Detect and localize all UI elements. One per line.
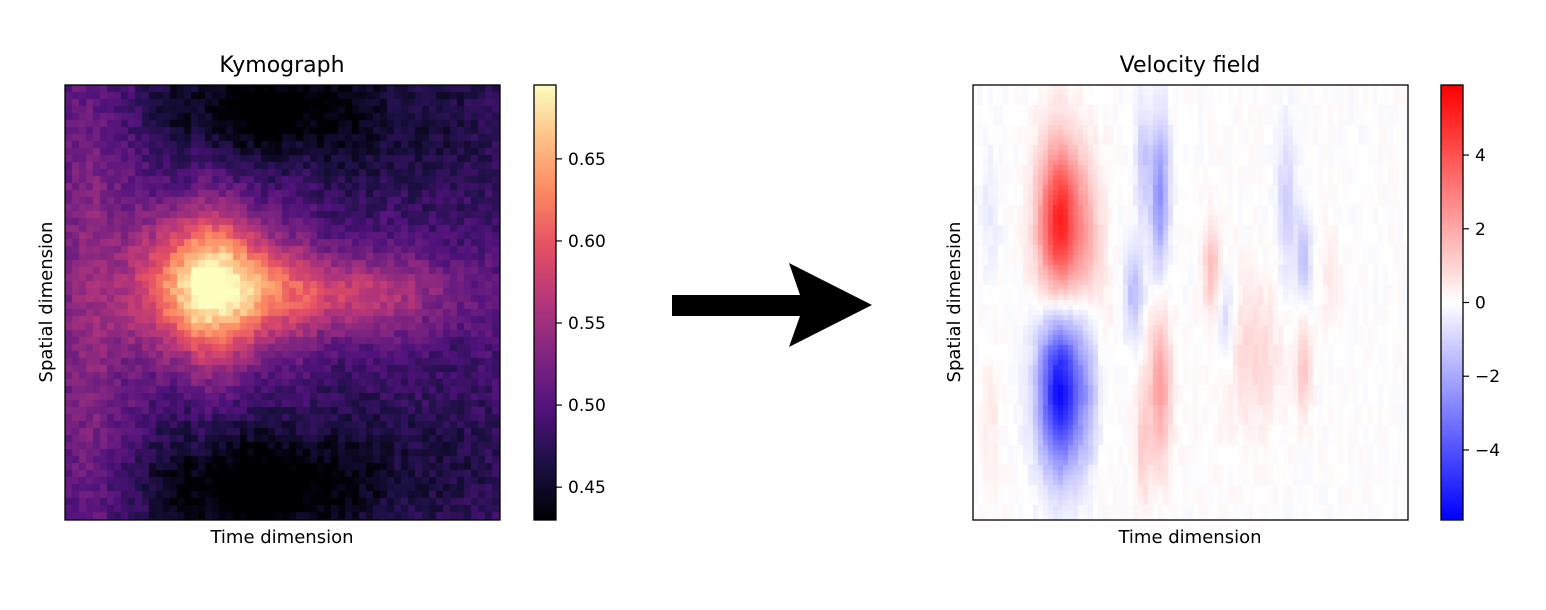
velocity-title: Velocity field [1120, 53, 1261, 78]
kymograph-title: Kymograph [219, 53, 344, 78]
kymograph-xlabel: Time dimension [209, 527, 353, 548]
kymograph-heatmap-area [65, 85, 500, 520]
colorbar-tick-label: 4 [1475, 146, 1486, 166]
velocity-xlabel: Time dimension [1117, 527, 1261, 548]
colorbar-tick-label: 0.50 [568, 396, 606, 416]
velocity-axes-frame [972, 84, 1409, 521]
kymograph-colorbar-area [534, 85, 556, 520]
colorbar-tick-label: 0.45 [568, 478, 606, 498]
transform-arrow [672, 263, 872, 347]
kymograph-colorbar-frame [533, 84, 557, 521]
velocity-panel: Velocity field Time dimension Spatial di… [944, 53, 1500, 548]
velocity-heatmap [973, 85, 1408, 520]
velocity-colorbar [1441, 85, 1463, 520]
velocity-heatmap-area [973, 85, 1408, 520]
velocity-colorbar-area [1441, 85, 1463, 520]
kymograph-colorbar [534, 85, 556, 520]
colorbar-tick-label: 0.60 [568, 232, 606, 252]
kymograph-panel: Kymograph Time dimension Spatial dimensi… [36, 53, 606, 548]
kymograph-ylabel: Spatial dimension [36, 222, 57, 383]
kymograph-colorbar-ticks: 0.45 0.50 0.55 0.60 0.65 [556, 150, 606, 498]
colorbar-tick-label: −4 [1475, 441, 1500, 461]
velocity-colorbar-ticks: −4 −2 0 2 4 [1463, 146, 1500, 461]
colorbar-tick-label: 0.55 [568, 314, 606, 334]
colorbar-tick-label: −2 [1475, 367, 1500, 387]
colorbar-tick-label: 0.65 [568, 150, 606, 170]
colorbar-tick-label: 0 [1475, 294, 1486, 314]
kymograph-axes-frame [64, 84, 501, 521]
velocity-ylabel: Spatial dimension [944, 222, 965, 383]
arrow-right-icon [672, 263, 872, 347]
colorbar-tick-label: 2 [1475, 220, 1486, 240]
kymograph-heatmap [65, 85, 500, 520]
